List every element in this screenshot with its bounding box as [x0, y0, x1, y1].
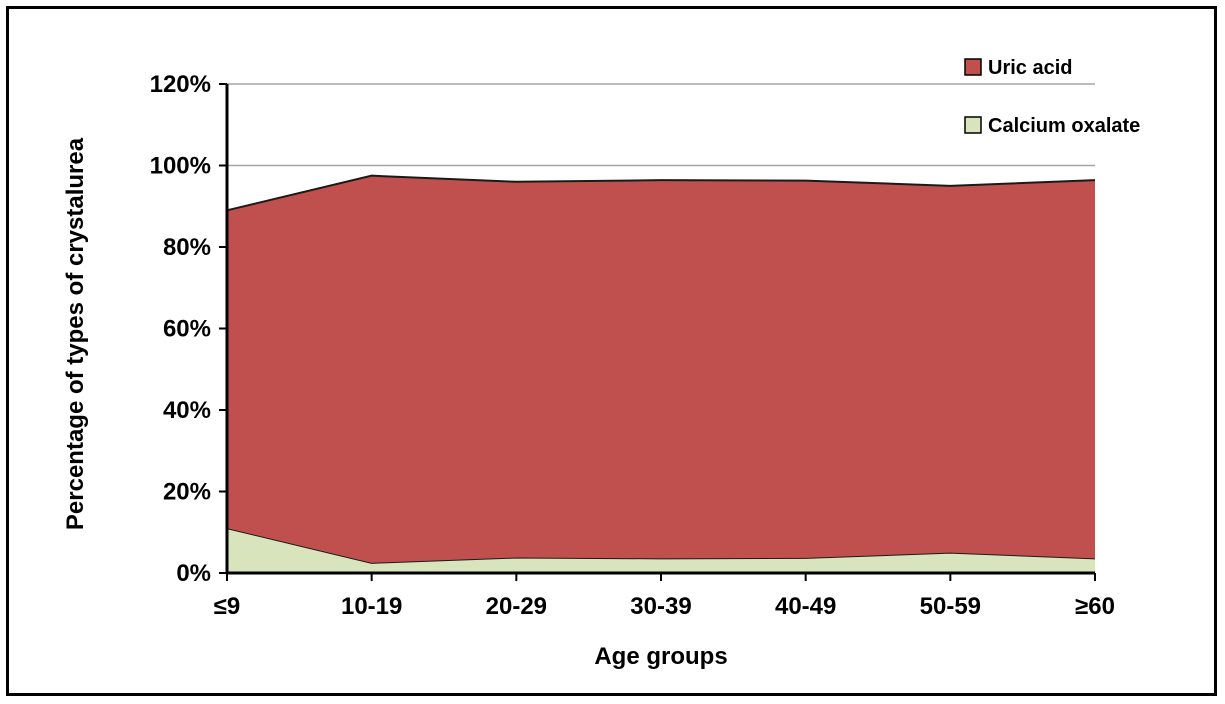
x-tick-labels: ≤9 10-19 20-29 30-39 40-49 50-59 ≥60 — [214, 593, 1115, 620]
area-calcium-oxalate — [227, 528, 1095, 573]
legend-swatch-uric-acid — [964, 58, 982, 76]
areas — [226, 174, 1096, 573]
y-tick-label: 80% — [163, 234, 211, 261]
y-tick-label: 60% — [163, 316, 211, 343]
x-tick-label: ≥60 — [1075, 593, 1115, 620]
x-tick-label: 10-19 — [341, 593, 402, 620]
legend-swatch-calcium-oxalate — [964, 116, 982, 134]
legend-label-uric-acid: Uric acid — [988, 57, 1072, 79]
area-outline-uric-acid — [226, 174, 1096, 212]
y-tick-label: 100% — [150, 153, 211, 180]
x-tick-label: 40-49 — [775, 593, 836, 620]
y-tick-label: 20% — [163, 479, 211, 506]
x-tick-label: 50-59 — [920, 593, 981, 620]
y-tick-label: 120% — [150, 71, 211, 98]
x-tick-label: 20-29 — [486, 593, 547, 620]
area-uric-acid — [227, 175, 1095, 563]
y-tick-label: 40% — [163, 397, 211, 424]
legend: Uric acid Calcium oxalate — [964, 57, 1140, 137]
x-tick-label: ≤9 — [214, 593, 241, 620]
y-tick-label: 0% — [176, 560, 211, 587]
y-tick-labels: 0% 20% 40% 60% 80% 100% 120% — [150, 71, 211, 587]
axes — [219, 83, 1096, 581]
legend-label-calcium-oxalate: Calcium oxalate — [988, 115, 1140, 137]
x-tick-label: 30-39 — [630, 593, 691, 620]
y-axis-title: Percentage of types of crystalurea — [62, 137, 89, 530]
x-axis-title: Age groups — [594, 643, 727, 670]
